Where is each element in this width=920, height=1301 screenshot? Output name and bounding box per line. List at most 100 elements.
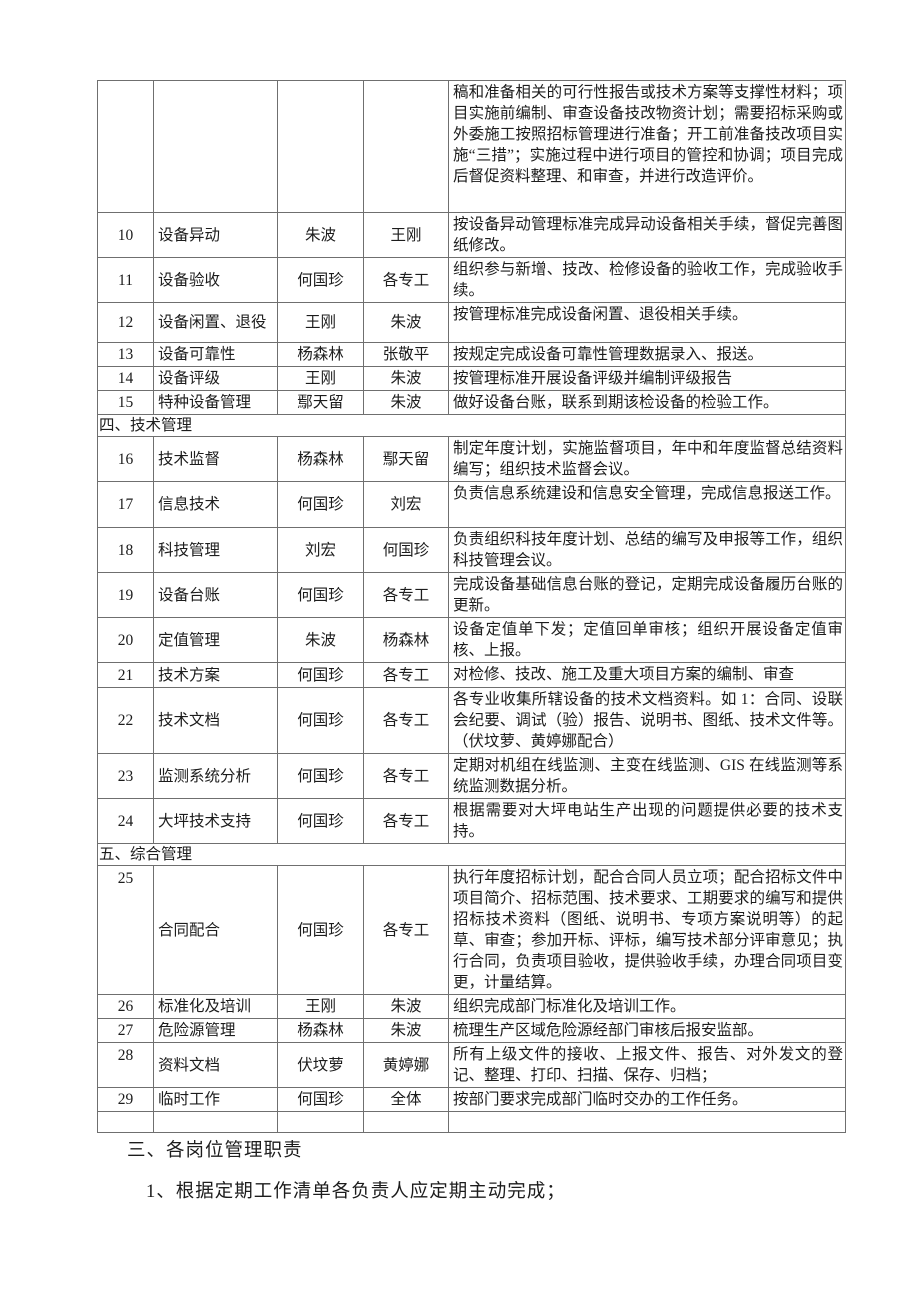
list-item-1: 1、根据定期工作清单各负责人应定期主动完成； bbox=[146, 1182, 566, 1202]
cell-work-standard: 完成设备基础信息台账的登记，定期完成设备履历台账的更新。 bbox=[448, 572, 846, 618]
cell-serial-number: 27 bbox=[97, 1018, 154, 1043]
cell-task-name: 设备异动 bbox=[153, 212, 278, 258]
cell-owner: 何国珍 bbox=[277, 662, 364, 688]
cell-co-owner: 刘宏 bbox=[363, 481, 449, 528]
table-row: 12 设备闲置、退役 王刚 朱波 按管理标准完成设备闲置、退役相关手续。 bbox=[97, 302, 846, 343]
cell-co-owner: 鄢天留 bbox=[363, 436, 449, 482]
cell-serial-number: 14 bbox=[97, 366, 154, 391]
table-row: 19 设备台账 何国珍 各专工 完成设备基础信息台账的登记，定期完成设备履历台账的更新。 bbox=[97, 572, 846, 618]
table-row: 24 大坪技术支持 何国珍 各专工 根据需要对大坪电站生产出现的问题提供必要的技术支持。 bbox=[97, 798, 846, 844]
table-row: 23 监测系统分析 何国珍 各专工 定期对机组在线监测、主变在线监测、GIS 在线监测等… bbox=[97, 753, 846, 799]
cell-work-standard: 稿和准备相关的可行性报告或技术方案等支撑性材料；项目实施前编制、审查设备技改物资… bbox=[448, 80, 846, 213]
cell-serial-number: 13 bbox=[97, 342, 154, 367]
duty-table: 稿和准备相关的可行性报告或技术方案等支撑性材料；项目实施前编制、审查设备技改物资… bbox=[97, 80, 846, 1133]
cell-work-standard: 按管理标准完成设备闲置、退役相关手续。 bbox=[448, 302, 846, 343]
table-row: 18 科技管理 刘宏 何国珍 负责组织科技年度计划、总结的编写及申报等工作，组织科技管理… bbox=[97, 527, 846, 573]
cell-co-owner: 朱波 bbox=[363, 366, 449, 391]
cell-work-standard: 执行年度招标计划，配合合同人员立项；配合招标文件中项目简介、招标范围、技术要求、… bbox=[448, 865, 846, 995]
cell-serial-number: 23 bbox=[97, 753, 154, 799]
cell-work-standard: 做好设备台账，联系到期该检设备的检验工作。 bbox=[448, 390, 846, 415]
cell-owner: 朱波 bbox=[277, 617, 364, 663]
cell-work-standard: 根据需要对大坪电站生产出现的问题提供必要的技术支持。 bbox=[448, 798, 846, 844]
cell-co-owner: 王刚 bbox=[363, 212, 449, 258]
cell-work-standard: 按设备异动管理标准完成异动设备相关手续，督促完善图纸修改。 bbox=[448, 212, 846, 258]
cell-serial-number: 15 bbox=[97, 390, 154, 415]
cell-task-name bbox=[153, 1111, 278, 1133]
cell-co-owner: 各专工 bbox=[363, 753, 449, 799]
cell-task-name: 技术监督 bbox=[153, 436, 278, 482]
cell-task-name: 定值管理 bbox=[153, 617, 278, 663]
cell-co-owner: 朱波 bbox=[363, 1018, 449, 1043]
cell-work-standard bbox=[448, 1111, 846, 1133]
cell-task-name: 临时工作 bbox=[153, 1087, 278, 1112]
cell-owner: 朱波 bbox=[277, 212, 364, 258]
cell-serial-number bbox=[97, 1111, 154, 1133]
cell-task-name: 设备评级 bbox=[153, 366, 278, 391]
cell-serial-number: 21 bbox=[97, 662, 154, 688]
cell-co-owner: 杨森林 bbox=[363, 617, 449, 663]
table-row: 29 临时工作 何国珍 全体 按部门要求完成部门临时交办的工作任务。 bbox=[97, 1087, 846, 1112]
cell-serial-number bbox=[97, 80, 154, 213]
table-row: 稿和准备相关的可行性报告或技术方案等支撑性材料；项目实施前编制、审查设备技改物资… bbox=[97, 80, 846, 213]
table-row: 10 设备异动 朱波 王刚 按设备异动管理标准完成异动设备相关手续，督促完善图纸修改。 bbox=[97, 212, 846, 258]
cell-owner: 何国珍 bbox=[277, 572, 364, 618]
cell-task-name bbox=[153, 80, 278, 213]
cell-work-standard: 各专业收集所辖设备的技术文档资料。如 1：合同、设联会纪要、调试（验）报告、说明… bbox=[448, 687, 846, 754]
cell-work-standard: 对检修、技改、施工及重大项目方案的编制、审查 bbox=[448, 662, 846, 688]
section-header-row: 四、技术管理 bbox=[97, 414, 846, 437]
section-header-label: 四、技术管理 bbox=[97, 414, 846, 437]
table-row: 20 定值管理 朱波 杨森林 设备定值单下发；定值回单审核；组织开展设备定值审核、上报。 bbox=[97, 617, 846, 663]
cell-work-standard: 负责组织科技年度计划、总结的编写及申报等工作，组织科技管理会议。 bbox=[448, 527, 846, 573]
cell-work-standard: 按部门要求完成部门临时交办的工作任务。 bbox=[448, 1087, 846, 1112]
cell-owner: 王刚 bbox=[277, 302, 364, 343]
cell-task-name: 设备验收 bbox=[153, 257, 278, 303]
cell-serial-number: 26 bbox=[97, 994, 154, 1019]
table-row: 14 设备评级 王刚 朱波 按管理标准开展设备评级并编制评级报告 bbox=[97, 366, 846, 391]
cell-owner bbox=[277, 1111, 364, 1133]
table-row: 16 技术监督 杨森林 鄢天留 制定年度计划，实施监督项目，年中和年度监督总结资料编写；… bbox=[97, 436, 846, 482]
cell-co-owner: 张敬平 bbox=[363, 342, 449, 367]
cell-owner: 杨森林 bbox=[277, 436, 364, 482]
table-row: 25 合同配合 何国珍 各专工 执行年度招标计划，配合合同人员立项；配合招标文件中项目简… bbox=[97, 865, 846, 995]
table-row: 11 设备验收 何国珍 各专工 组织参与新增、技改、检修设备的验收工作，完成验收手续。 bbox=[97, 257, 846, 303]
section-header-label: 五、综合管理 bbox=[97, 843, 846, 866]
cell-co-owner: 何国珍 bbox=[363, 527, 449, 573]
cell-serial-number: 29 bbox=[97, 1087, 154, 1112]
cell-owner: 伏坟萝 bbox=[277, 1042, 364, 1088]
table-row: 27 危险源管理 杨森林 朱波 梳理生产区域危险源经部门审核后报安监部。 bbox=[97, 1018, 846, 1043]
cell-owner: 何国珍 bbox=[277, 687, 364, 754]
cell-serial-number: 19 bbox=[97, 572, 154, 618]
cell-owner: 刘宏 bbox=[277, 527, 364, 573]
cell-serial-number: 24 bbox=[97, 798, 154, 844]
cell-owner: 王刚 bbox=[277, 366, 364, 391]
cell-co-owner: 各专工 bbox=[363, 572, 449, 618]
cell-owner: 何国珍 bbox=[277, 798, 364, 844]
cell-co-owner: 全体 bbox=[363, 1087, 449, 1112]
cell-work-standard: 组织参与新增、技改、检修设备的验收工作，完成验收手续。 bbox=[448, 257, 846, 303]
cell-serial-number: 25 bbox=[97, 865, 154, 995]
cell-co-owner bbox=[363, 1111, 449, 1133]
cell-serial-number: 28 bbox=[97, 1042, 154, 1088]
cell-work-standard: 设备定值单下发；定值回单审核；组织开展设备定值审核、上报。 bbox=[448, 617, 846, 663]
cell-co-owner: 各专工 bbox=[363, 257, 449, 303]
cell-owner: 杨森林 bbox=[277, 342, 364, 367]
cell-owner bbox=[277, 80, 364, 213]
cell-owner: 何国珍 bbox=[277, 865, 364, 995]
cell-task-name: 信息技术 bbox=[153, 481, 278, 528]
cell-work-standard: 按规定完成设备可靠性管理数据录入、报送。 bbox=[448, 342, 846, 367]
cell-work-standard: 按管理标准开展设备评级并编制评级报告 bbox=[448, 366, 846, 391]
table-row: 13 设备可靠性 杨森林 张敬平 按规定完成设备可靠性管理数据录入、报送。 bbox=[97, 342, 846, 367]
section-header-row: 五、综合管理 bbox=[97, 843, 846, 866]
cell-serial-number: 12 bbox=[97, 302, 154, 343]
cell-task-name: 标准化及培训 bbox=[153, 994, 278, 1019]
table-row: 28 资料文档 伏坟萝 黄婷娜 所有上级文件的接收、上报文件、报告、对外发文的登记、整理… bbox=[97, 1042, 846, 1088]
cell-task-name: 技术方案 bbox=[153, 662, 278, 688]
cell-co-owner: 各专工 bbox=[363, 687, 449, 754]
cell-work-standard: 组织完成部门标准化及培训工作。 bbox=[448, 994, 846, 1019]
cell-serial-number: 16 bbox=[97, 436, 154, 482]
cell-serial-number: 22 bbox=[97, 687, 154, 754]
cell-owner: 杨森林 bbox=[277, 1018, 364, 1043]
table-row: 17 信息技术 何国珍 刘宏 负责信息系统建设和信息安全管理，完成信息报送工作。 bbox=[97, 481, 846, 528]
cell-task-name: 设备可靠性 bbox=[153, 342, 278, 367]
cell-owner: 何国珍 bbox=[277, 481, 364, 528]
